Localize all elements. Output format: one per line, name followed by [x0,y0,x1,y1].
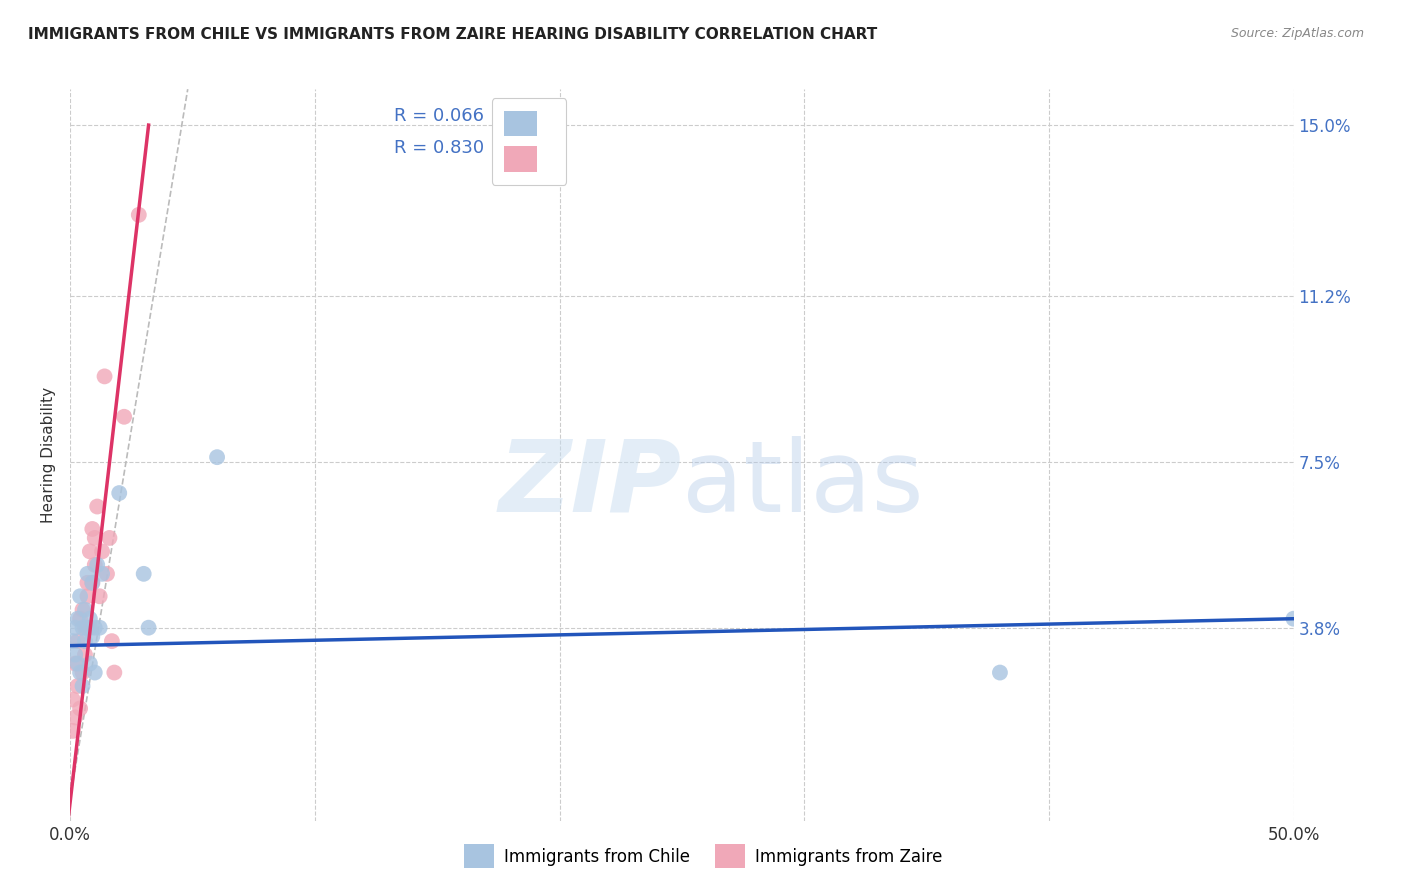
Point [73,621,96,635]
Point [79,657,101,671]
Point [63,621,86,635]
Point [83,665,105,680]
Point [62,723,84,738]
Point [69,665,91,680]
Point [66,612,89,626]
Text: atlas: atlas [682,435,924,533]
Point [82,522,104,536]
Point [73,648,96,662]
Point [79,544,101,558]
Legend: Immigrants from Chile, Immigrants from Zaire: Immigrants from Chile, Immigrants from Z… [457,838,949,875]
Point [72,665,94,680]
Point [82,575,104,590]
Point [63,710,86,724]
Point [76,589,98,603]
Point [72,603,94,617]
Point [79,621,101,635]
Text: R = 0.066   N = 28: R = 0.066 N = 28 [395,107,565,125]
Point [128,208,150,222]
Point [76,575,98,590]
Point [72,621,94,635]
Point [988,665,1011,680]
Y-axis label: Hearing Disability: Hearing Disability [41,387,56,523]
Point [66,679,89,693]
Point [69,612,91,626]
Point [86,500,108,514]
Point [91,566,114,581]
Point [89,621,111,635]
Point [98,531,121,545]
Point [66,657,89,671]
Point [82,630,104,644]
Point [138,621,160,635]
Point [76,566,98,581]
Point [63,648,86,662]
Point [103,665,125,680]
Point [83,558,105,572]
Point [86,558,108,572]
Point [79,612,101,626]
Point [83,621,105,635]
Point [101,634,124,648]
Point [73,603,96,617]
Point [63,657,86,671]
Text: ZIP: ZIP [499,435,682,533]
Point [108,486,131,500]
Point [89,589,111,603]
Point [93,369,115,384]
Point [72,679,94,693]
Point [83,531,105,545]
Text: Source: ZipAtlas.com: Source: ZipAtlas.com [1230,27,1364,40]
Point [66,634,89,648]
Point [62,634,84,648]
Point [69,701,91,715]
Point [91,544,114,558]
Point [112,409,135,424]
Point [62,692,84,706]
Point [82,575,104,590]
Legend:  ,  : , [492,98,567,185]
Text: IMMIGRANTS FROM CHILE VS IMMIGRANTS FROM ZAIRE HEARING DISABILITY CORRELATION CH: IMMIGRANTS FROM CHILE VS IMMIGRANTS FROM… [28,27,877,42]
Point [205,450,228,465]
Point [1282,612,1305,626]
Point [76,621,98,635]
Point [73,634,96,648]
Point [96,566,118,581]
Point [132,566,155,581]
Point [69,589,91,603]
Text: R = 0.830   N = 30: R = 0.830 N = 30 [395,139,565,157]
